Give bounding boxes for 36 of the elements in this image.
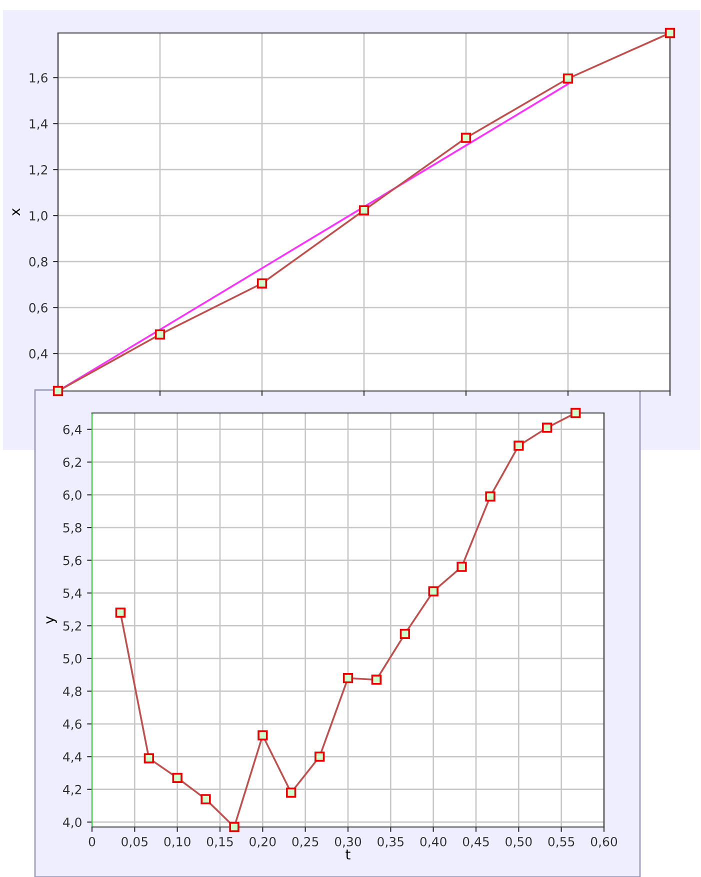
x-axis-title: t <box>346 850 350 860</box>
x-tick-label: 0,15 <box>206 836 233 848</box>
y-tick-label: 0,4 <box>29 348 48 360</box>
y-axis-title: x <box>12 208 20 216</box>
y-tick-label: 1,4 <box>30 119 48 130</box>
y-tick-label: 6,2 <box>63 458 82 468</box>
x-tick-label: 0,05 <box>122 836 148 848</box>
y-tick-label: 5,0 <box>63 654 82 665</box>
x-tick-label: 0,50 <box>506 836 532 848</box>
y-tick-label: 6,4 <box>63 424 82 436</box>
y-tick-label: 4,0 <box>63 818 82 828</box>
x-tick-label: 0 <box>88 836 96 846</box>
y-tick-label: 4,8 <box>63 686 82 698</box>
y-tick-label: 0,8 <box>29 257 48 268</box>
y-tick-label: 5,6 <box>63 556 82 566</box>
x-tick-label: 0,20 <box>250 836 276 848</box>
x-tick-label: 0,10 <box>164 836 190 848</box>
x-tick-label: 0,25 <box>292 836 318 848</box>
y-tick-label: 4,6 <box>63 719 82 730</box>
y-tick-label: 6,0 <box>63 490 82 502</box>
x-tick-label: 0,30 <box>334 836 362 848</box>
x-tick-label: 0,45 <box>462 836 489 848</box>
y-tick-label: 1,0 <box>30 211 48 222</box>
y-tick-label: 5,4 <box>63 588 82 600</box>
y-tick-label: 4,4 <box>63 752 82 763</box>
x-tick-label: 0,60 <box>590 836 618 848</box>
y-tick-label: 1,6 <box>30 73 48 84</box>
y-tick-label: 4,2 <box>63 784 82 796</box>
y-tick-label: 0,6 <box>29 303 48 314</box>
y-tick-label: 5,2 <box>63 621 82 632</box>
y-axis-title: y <box>46 616 57 624</box>
y-tick-label: 1,2 <box>30 165 48 176</box>
y-tick-label: 5,8 <box>63 523 82 534</box>
x-tick-label: 0,35 <box>378 836 404 848</box>
x-tick-label: 0,40 <box>420 836 446 848</box>
x-tick-label: 0,55 <box>548 836 574 848</box>
